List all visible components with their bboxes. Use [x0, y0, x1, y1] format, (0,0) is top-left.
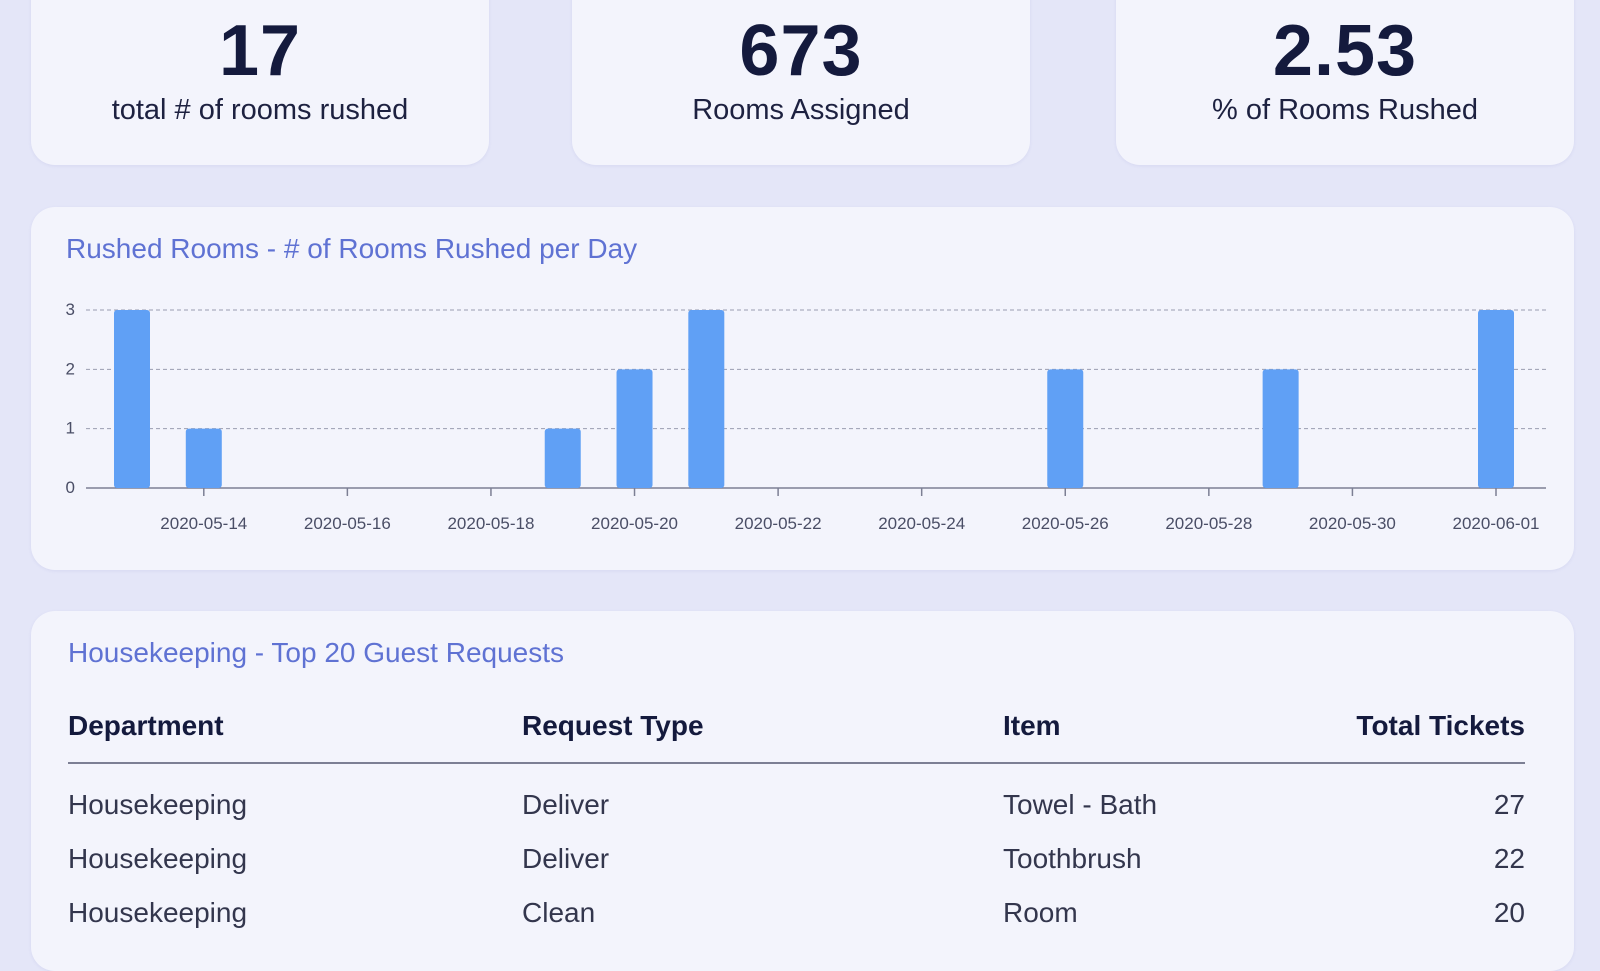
x-tick-label: 2020-06-01	[1453, 514, 1540, 533]
bar	[1478, 310, 1514, 488]
column-header-department[interactable]: Department	[68, 706, 522, 764]
cell-total-tickets: 27	[1493, 789, 1525, 820]
cell-request-type: Deliver	[522, 789, 610, 820]
cell-request-type: Clean	[522, 897, 596, 928]
table-header-row: Department Request Type Item Total Ticke…	[68, 706, 1525, 764]
kpi-value: 2.53	[1272, 11, 1418, 91]
kpi-value: 17	[218, 11, 302, 91]
guest-requests-table: Department Request Type Item Total Ticke…	[68, 706, 1525, 940]
kpi-label: total # of rooms rushed	[111, 94, 409, 126]
bar	[185, 428, 222, 488]
column-header-total-tickets[interactable]: Total Tickets	[1252, 706, 1525, 764]
x-tick-label: 2020-05-14	[160, 514, 247, 533]
x-tick-label: 2020-05-18	[447, 514, 534, 533]
kpi-card-rooms-rushed: 17 total # of rooms rushed	[31, 0, 489, 165]
table-row: Housekeeping Clean Room 20	[68, 886, 1525, 940]
bar	[544, 428, 581, 488]
x-tick-label: 2020-05-22	[735, 514, 822, 533]
cell-item: Towel - Bath	[1003, 789, 1158, 820]
bar	[688, 310, 725, 488]
cell-department: Housekeeping	[68, 789, 248, 820]
guest-requests-table-card: Housekeeping - Top 20 Guest Requests Dep…	[31, 611, 1574, 971]
bar	[114, 310, 150, 488]
x-tick-label: 2020-05-20	[591, 514, 678, 533]
column-header-request-type[interactable]: Request Type	[522, 706, 1003, 764]
cell-department: Housekeeping	[68, 897, 248, 928]
y-tick-label: 3	[66, 300, 75, 319]
cell-item: Room	[1003, 897, 1078, 928]
x-tick-label: 2020-05-16	[304, 514, 391, 533]
x-tick-label: 2020-05-28	[1165, 514, 1252, 533]
table-title: Housekeeping - Top 20 Guest Requests	[68, 637, 565, 668]
kpi-card-percent-rushed: 2.53 % of Rooms Rushed	[1116, 0, 1574, 165]
cell-department: Housekeeping	[68, 843, 248, 874]
y-tick-label: 2	[66, 359, 75, 378]
y-tick-label: 0	[66, 478, 75, 497]
cell-item: Toothbrush	[1003, 843, 1142, 874]
bar	[1262, 369, 1299, 488]
rushed-rooms-bar-chart: 0 1 2 3 2020-05-14 2020-05-16 2020-05-18 2020-0…	[66, 300, 1546, 533]
x-tick-label: 2020-05-26	[1022, 514, 1109, 533]
kpi-label: % of Rooms Rushed	[1212, 94, 1478, 126]
kpi-label: Rooms Assigned	[692, 94, 910, 126]
bar	[1047, 369, 1084, 488]
cell-total-tickets: 20	[1493, 897, 1525, 928]
cell-request-type: Deliver	[522, 843, 610, 874]
table-row: Housekeeping Deliver Towel - Bath 27	[68, 763, 1525, 832]
kpi-card-rooms-assigned: 673 Rooms Assigned	[572, 0, 1030, 165]
table-row: Housekeeping Deliver Toothbrush 22	[68, 832, 1525, 886]
rushed-rooms-chart-card: Rushed Rooms - # of Rooms Rushed per Day…	[31, 207, 1574, 570]
x-tick-label: 2020-05-30	[1309, 514, 1396, 533]
kpi-value: 673	[739, 11, 863, 91]
x-tick-label: 2020-05-24	[878, 514, 965, 533]
bar	[616, 369, 653, 488]
column-header-item[interactable]: Item	[1003, 706, 1253, 764]
chart-title: Rushed Rooms - # of Rooms Rushed per Day	[66, 233, 638, 264]
cell-total-tickets: 22	[1493, 843, 1525, 874]
y-tick-label: 1	[66, 419, 75, 438]
